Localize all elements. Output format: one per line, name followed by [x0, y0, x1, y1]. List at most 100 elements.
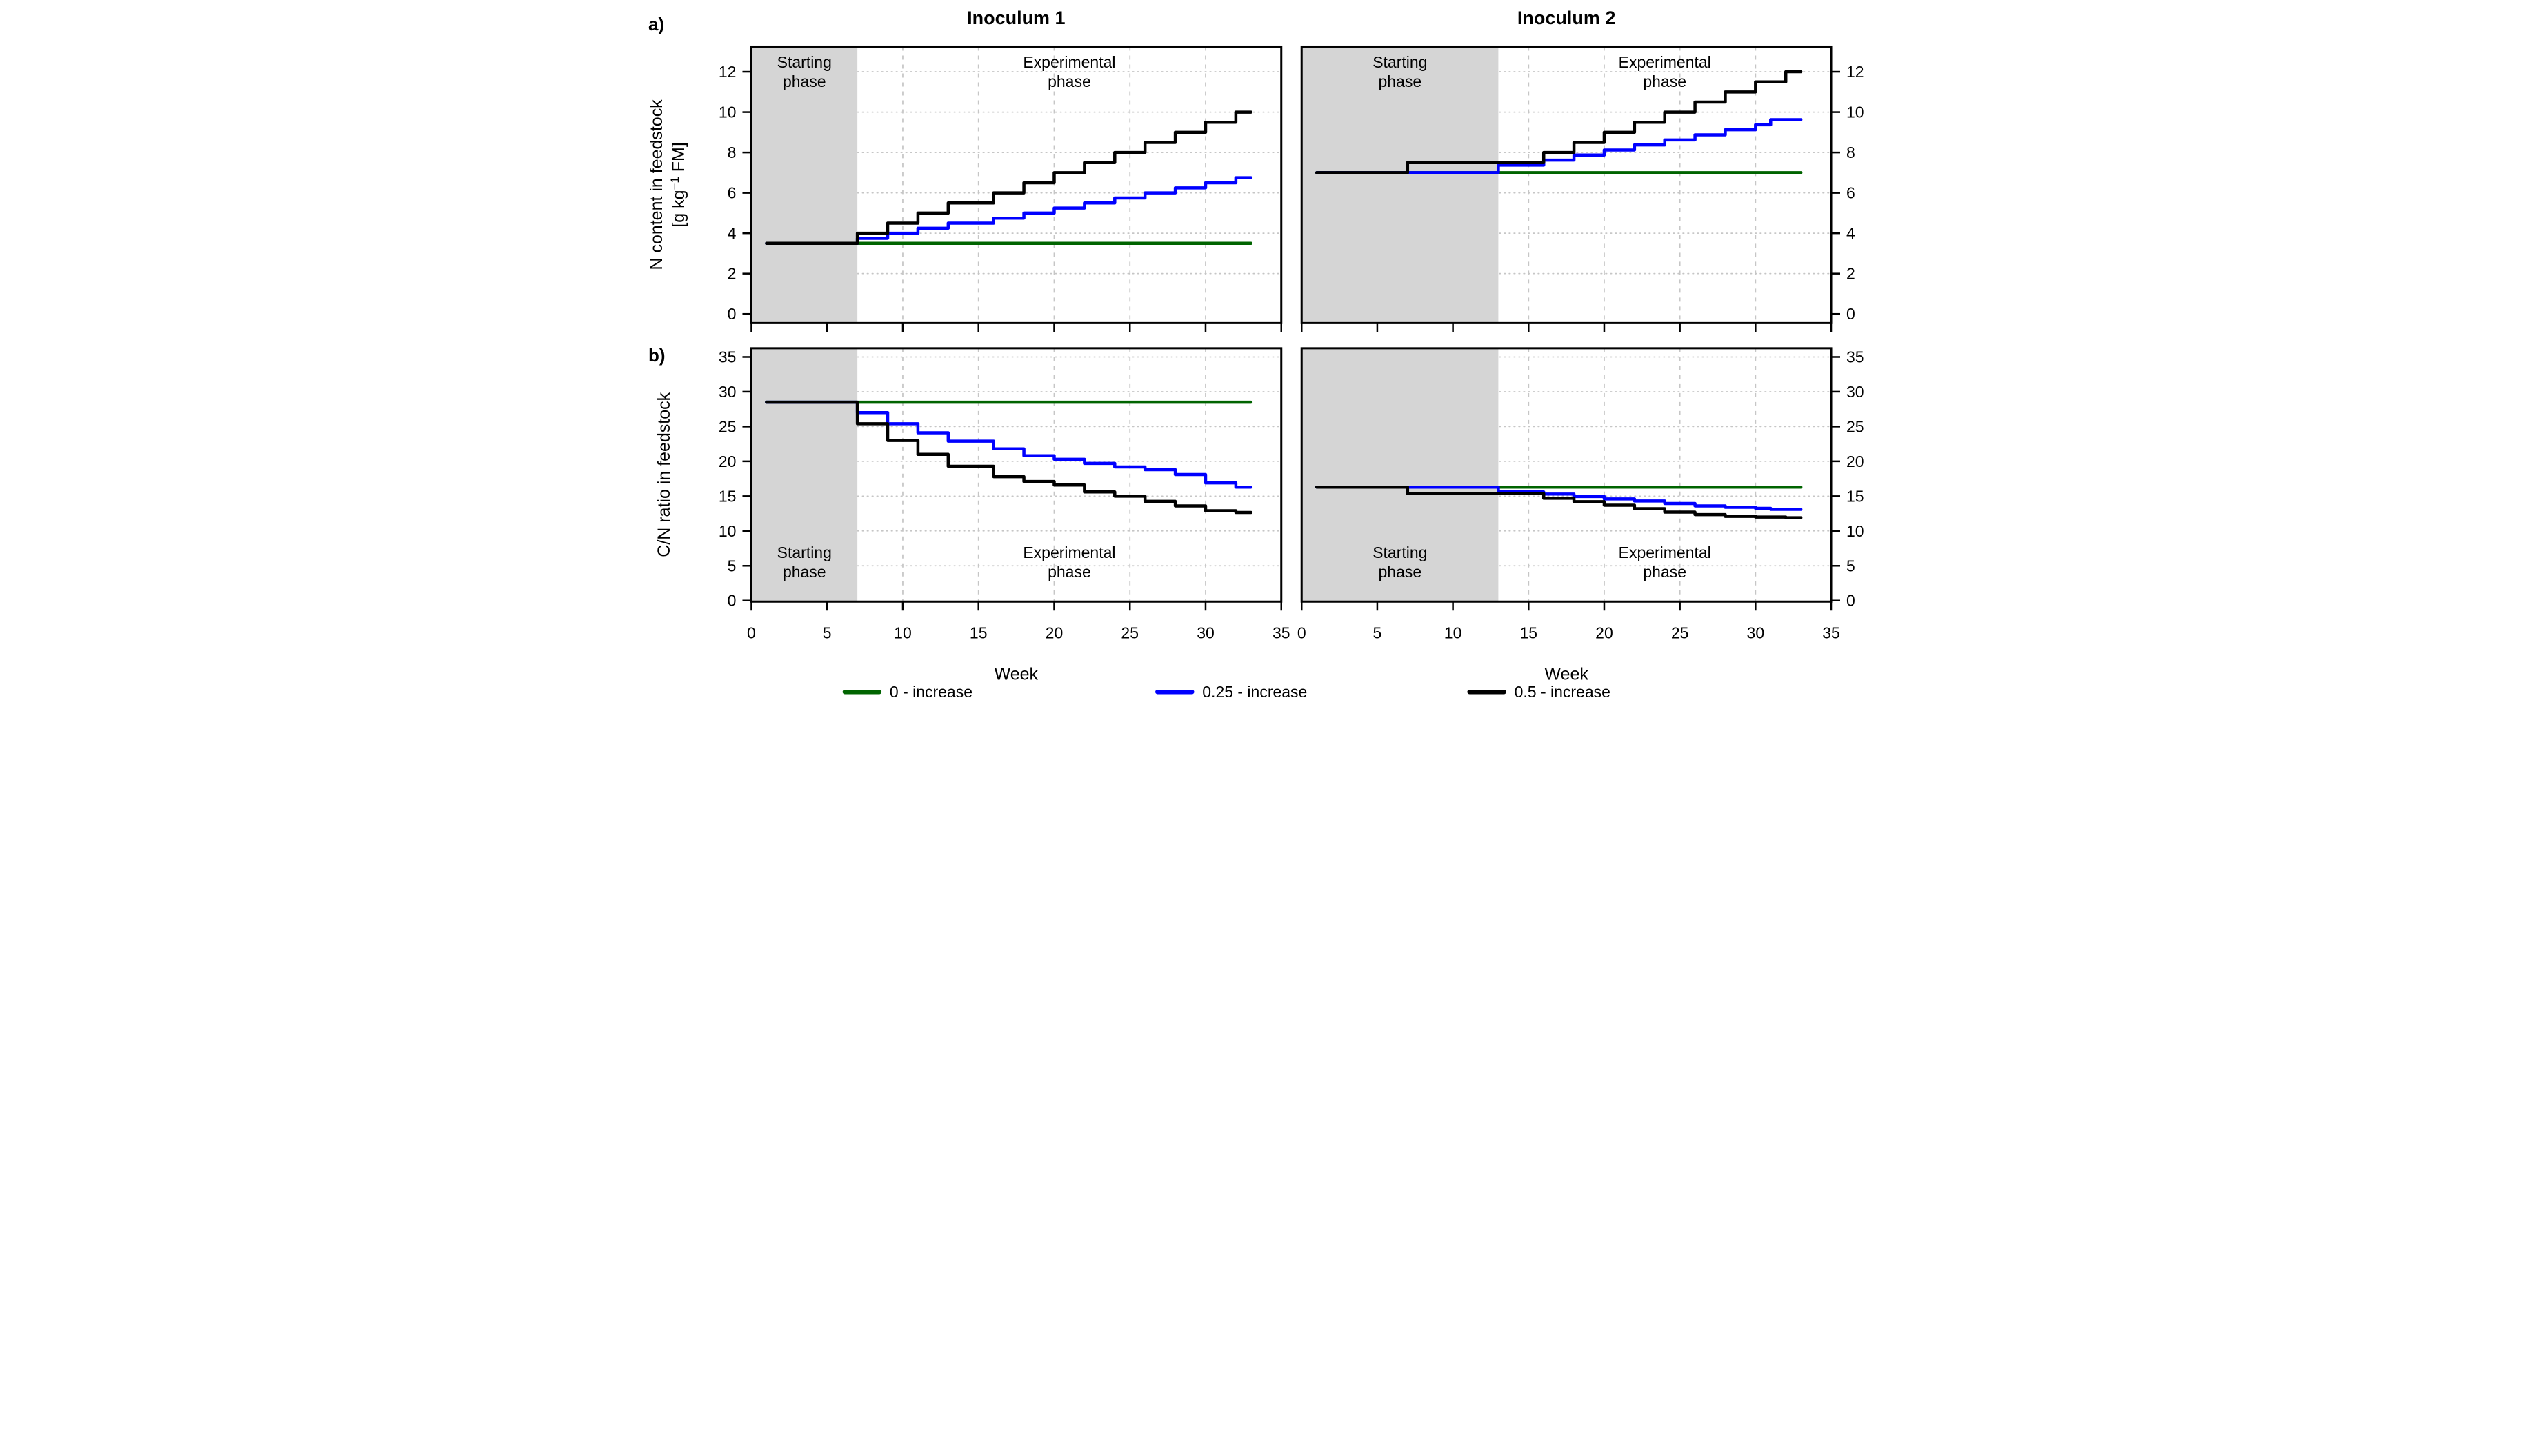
legend-item-0.5-increase: 0.5 - increase — [1466, 683, 1610, 701]
x-tick-label: 35 — [1822, 624, 1840, 642]
y-tick-label: 10 — [718, 103, 736, 121]
y-axis-label-bottom: C/N ratio in feedstock — [654, 392, 673, 557]
y-tick-label: 25 — [718, 417, 736, 435]
panels-layer: StartingphaseExperimentalphase024681012S… — [718, 45, 1864, 642]
y-axis-label-top-line1: N content in feedstock — [646, 99, 666, 270]
starting-phase-region — [750, 348, 857, 602]
series-line-0.25-increase — [764, 400, 1252, 489]
legend-item-0-increase: 0 - increase — [842, 683, 972, 701]
x-tick-label: 0 — [747, 624, 756, 642]
starting-phase-region — [750, 46, 857, 323]
x-tick-label: 10 — [1444, 624, 1461, 642]
column-title-inoculum-2: Inoculum 2 — [1517, 8, 1615, 28]
legend-label-0.5-increase: 0.5 - increase — [1514, 683, 1610, 701]
series-line-0.25-increase — [764, 176, 1252, 246]
experimental-phase-label: Experimental — [1023, 53, 1115, 71]
y-tick-label: 6 — [727, 184, 736, 202]
experimental-phase-label: phase — [1643, 72, 1686, 90]
x-tick-label: 10 — [894, 624, 912, 642]
starting-phase-label: Starting — [1373, 543, 1427, 561]
column-title-inoculum-1: Inoculum 1 — [967, 8, 1065, 28]
y-tick-label: 10 — [1846, 103, 1864, 121]
starting-phase-label: phase — [1378, 72, 1421, 90]
y-tick-label: 2 — [727, 265, 736, 283]
panel-frame — [750, 45, 1282, 324]
y-tick-label: 4 — [1846, 224, 1855, 242]
y-tick-label: 30 — [1846, 383, 1864, 401]
y-tick-label: 2 — [1846, 265, 1855, 283]
legend-item-0.25-increase: 0.25 - increase — [1155, 683, 1307, 701]
feeding-regime-figure: StartingphaseExperimentalphase024681012S… — [631, 0, 1894, 728]
series-line-0.5-increase — [764, 110, 1252, 246]
starting-phase-label: phase — [1378, 563, 1421, 581]
starting-phase-region — [1301, 348, 1498, 602]
y-tick-label: 10 — [718, 522, 736, 540]
experimental-phase-label: Experimental — [1023, 543, 1115, 561]
y-tick-label: 0 — [727, 305, 736, 323]
panel-2: Starting phase Experimental phase 0 5 10 15 20 25… — [718, 347, 1290, 642]
x-axis-label-right: Week — [1544, 665, 1588, 684]
y-tick-label: 30 — [718, 383, 736, 401]
starting-phase-region — [1301, 46, 1498, 323]
x-tick-label: 35 — [1272, 624, 1290, 642]
corner-label-b: b) — [648, 345, 666, 366]
experimental-phase-label: phase — [1643, 563, 1686, 581]
corner-label-a: a) — [648, 14, 664, 34]
series-line-0.5-increase — [764, 400, 1252, 515]
y-tick-label: 35 — [1846, 348, 1864, 366]
panel-3: Starting phase Experimental phase 0 5 10 15 20 25… — [1297, 347, 1864, 642]
panel-frame — [1300, 45, 1833, 324]
y-tick-label: 5 — [1846, 557, 1855, 575]
x-tick-label: 20 — [1595, 624, 1613, 642]
y-tick-label: 8 — [1846, 143, 1855, 161]
starting-phase-label: Starting — [777, 543, 831, 561]
y-axis-label-bottom-text: C/N ratio in feedstock — [654, 392, 673, 557]
y-axis-label-top-line2: [g kg−1 FM] — [668, 142, 688, 228]
y-tick-label: 5 — [727, 557, 736, 575]
starting-phase-label: phase — [782, 72, 826, 90]
x-tick-label: 25 — [1670, 624, 1688, 642]
y-tick-label: 4 — [727, 224, 736, 242]
y-tick-label: 6 — [1846, 184, 1855, 202]
x-tick-label: 5 — [1373, 624, 1381, 642]
y-tick-label: 20 — [1846, 452, 1864, 470]
x-tick-label: 20 — [1045, 624, 1063, 642]
y-tick-label: 0 — [727, 592, 736, 610]
x-tick-label: 30 — [1746, 624, 1764, 642]
x-tick-label: 30 — [1197, 624, 1215, 642]
y-tick-label: 0 — [1846, 592, 1855, 610]
y-tick-label: 35 — [718, 348, 736, 366]
y-tick-label: 20 — [718, 452, 736, 470]
y-tick-label: 8 — [727, 143, 736, 161]
y-tick-label: 25 — [1846, 417, 1864, 435]
y-tick-label: 12 — [718, 63, 736, 81]
starting-phase-label: phase — [782, 563, 826, 581]
series-line-0.5-increase — [1315, 70, 1802, 174]
y-tick-label: 15 — [718, 487, 736, 505]
starting-phase-label: Starting — [777, 53, 831, 71]
x-tick-label: 15 — [969, 624, 987, 642]
starting-phase-label: Starting — [1373, 53, 1427, 71]
y-tick-label: 12 — [1846, 63, 1864, 81]
experimental-phase-label: Experimental — [1618, 53, 1710, 71]
y-tick-label: 10 — [1846, 522, 1864, 540]
figure-container: Starting phase Experimental phase 0 2 4 6 8 10 12 S… — [631, 0, 1894, 728]
panel-frame — [1300, 347, 1833, 603]
x-axis-label-left: Week — [994, 665, 1038, 684]
panel-frame — [750, 347, 1282, 603]
x-tick-label: 25 — [1121, 624, 1139, 642]
x-tick-label: 0 — [1297, 624, 1306, 642]
legend: 0 - increase 0.25 - increase 0.5 - incre… — [842, 683, 1610, 701]
y-axis-label-top: N content in feedstock — [646, 99, 666, 270]
experimental-phase-label: phase — [1048, 72, 1091, 90]
legend-label-0-increase: 0 - increase — [889, 683, 972, 701]
legend-label-0.25-increase: 0.25 - increase — [1202, 683, 1307, 701]
y-tick-label: 0 — [1846, 305, 1855, 323]
axis-ticks: 0 5 10 15 20 25 30 35 0 5 10 15 20 25 30 35 — [1297, 348, 1864, 641]
y-axis-label-top-unit: [g kg−1 FM] — [668, 142, 688, 228]
x-tick-label: 15 — [1519, 624, 1537, 642]
y-tick-label: 15 — [1846, 487, 1864, 505]
axis-ticks: 0 2 4 6 8 10 12 — [718, 63, 1282, 332]
